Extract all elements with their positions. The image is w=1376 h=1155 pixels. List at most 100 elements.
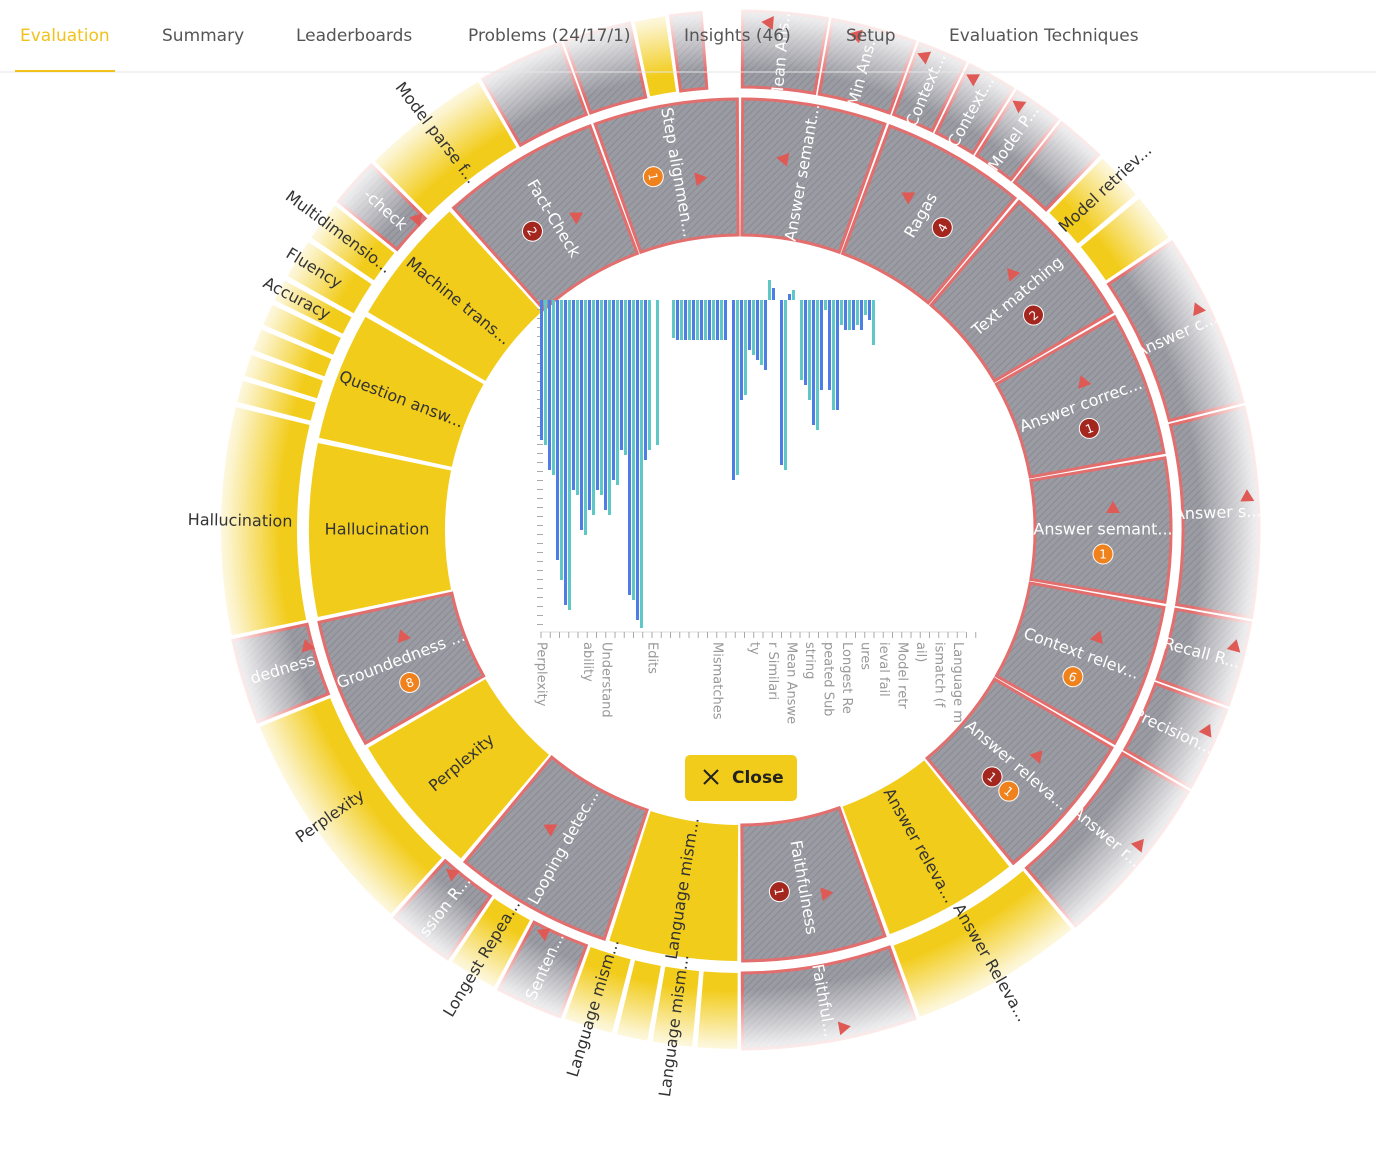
bar bbox=[648, 300, 651, 450]
bar bbox=[740, 300, 743, 400]
center-chart: Perplexity ability Understand Edits Mismatch… bbox=[534, 280, 977, 724]
bar bbox=[628, 300, 631, 595]
close-label[interactable]: Close bbox=[732, 768, 784, 788]
bar bbox=[572, 300, 575, 490]
bar bbox=[596, 300, 599, 490]
edge-fade bbox=[205, 0, 1275, 1065]
bar bbox=[708, 300, 711, 340]
bar bbox=[680, 300, 683, 340]
bar bbox=[640, 300, 643, 628]
bar bbox=[812, 300, 815, 425]
x-tick-label: string bbox=[802, 642, 817, 679]
warning-icon bbox=[1198, 723, 1212, 738]
bar bbox=[844, 300, 847, 330]
bar bbox=[764, 300, 767, 370]
bar bbox=[804, 300, 807, 385]
x-tick-label: ail) bbox=[913, 642, 928, 662]
bar bbox=[556, 300, 559, 560]
bar bbox=[780, 300, 783, 465]
x-tick-label: ability bbox=[580, 642, 595, 682]
tab[interactable]: Evaluation bbox=[20, 26, 110, 46]
bar bbox=[820, 300, 823, 390]
bar bbox=[792, 290, 795, 300]
bar bbox=[692, 300, 695, 340]
bar bbox=[540, 300, 543, 440]
active-tab-underline bbox=[15, 70, 115, 72]
x-tick-label: Model retr bbox=[894, 642, 909, 709]
warning-icon bbox=[1012, 100, 1027, 114]
x-tick-label: Mismatches bbox=[709, 642, 724, 720]
warning-icon bbox=[761, 16, 774, 30]
x-tick-label: Mean Answe bbox=[783, 642, 798, 724]
bar bbox=[684, 300, 687, 340]
tab[interactable]: Problems (24/17/1) bbox=[468, 26, 631, 46]
bar bbox=[580, 300, 583, 530]
bar bbox=[588, 300, 591, 510]
bar bbox=[748, 300, 751, 350]
warning-icon bbox=[837, 1021, 851, 1036]
tab-bar: Evaluation Summary Leaderboards Problems (2… bbox=[0, 26, 1376, 73]
bar bbox=[620, 300, 623, 450]
bar bbox=[564, 300, 567, 605]
x-tick-label: ieval fail bbox=[876, 642, 891, 697]
bar bbox=[716, 300, 719, 340]
bar bbox=[836, 300, 839, 410]
bar bbox=[720, 300, 723, 340]
bar bbox=[840, 300, 843, 325]
x-tick-label: r Similari bbox=[765, 642, 780, 700]
tab[interactable]: Leaderboards bbox=[296, 26, 412, 46]
x-tick-label: peated Sub bbox=[820, 642, 835, 716]
close-button[interactable]: Close bbox=[685, 755, 797, 801]
bar bbox=[544, 300, 547, 445]
bar bbox=[788, 294, 791, 300]
bar bbox=[848, 300, 851, 330]
bar bbox=[552, 300, 555, 475]
bar bbox=[852, 300, 855, 330]
tab[interactable]: Insights (46) bbox=[684, 26, 791, 46]
bar bbox=[828, 300, 831, 390]
bar bbox=[712, 300, 715, 340]
x-tick-label: Understand bbox=[598, 642, 613, 718]
bar bbox=[760, 300, 763, 365]
bar bbox=[724, 300, 727, 340]
bar bbox=[868, 300, 871, 320]
close-button-bg[interactable] bbox=[685, 755, 797, 801]
bar bbox=[612, 300, 615, 480]
warning-icon bbox=[917, 51, 932, 65]
bar bbox=[856, 300, 859, 325]
bar bbox=[600, 300, 603, 495]
warning-icon bbox=[1193, 302, 1207, 317]
bar bbox=[816, 300, 819, 430]
bar bbox=[704, 300, 707, 340]
bar bbox=[860, 300, 863, 330]
bar bbox=[752, 300, 755, 355]
tab[interactable]: Evaluation Techniques bbox=[949, 26, 1139, 46]
x-tick-label: Edits bbox=[645, 642, 660, 674]
x-tick-label: Language m bbox=[950, 642, 965, 723]
outer-label-group: Hallucination bbox=[188, 510, 293, 531]
warning-icon bbox=[966, 74, 981, 87]
bar bbox=[644, 300, 647, 460]
warning-icon bbox=[1240, 489, 1255, 502]
x-tick-label: ures bbox=[857, 642, 872, 670]
outer-label: Hallucination bbox=[188, 510, 293, 531]
warning-icon bbox=[1130, 838, 1144, 853]
x-tick-label: Perplexity bbox=[534, 642, 549, 707]
bar bbox=[784, 300, 787, 470]
bar bbox=[656, 300, 659, 445]
tab[interactable]: Summary bbox=[162, 26, 244, 46]
tab[interactable]: Setup bbox=[846, 26, 895, 46]
bar bbox=[592, 300, 595, 515]
bar bbox=[560, 300, 563, 580]
bar bbox=[808, 300, 811, 400]
warning-icon bbox=[409, 213, 423, 227]
close-icon bbox=[703, 769, 719, 785]
bar bbox=[800, 300, 803, 380]
warning-icon bbox=[446, 868, 460, 882]
bar bbox=[756, 300, 759, 360]
bar bbox=[632, 300, 635, 600]
bar bbox=[696, 300, 699, 340]
bar bbox=[736, 300, 739, 475]
bar bbox=[688, 300, 691, 340]
x-tick-label: ty bbox=[746, 642, 761, 655]
